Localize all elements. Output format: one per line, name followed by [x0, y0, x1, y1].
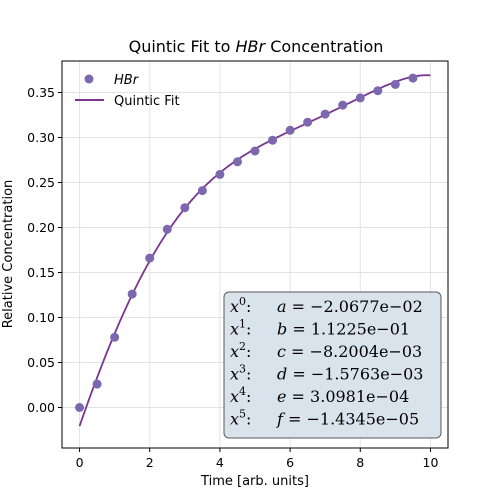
x-tick-label-1: 2	[146, 455, 154, 470]
y-tick-label-7: 0.35	[27, 85, 55, 100]
coefficient-box: x0: a = −2.0677e−02 x1: b = 1.1225e−01 x2: c …	[223, 291, 442, 439]
x-tick-label-5: 10	[423, 455, 439, 470]
grid	[62, 61, 448, 448]
coef-power-5: x5:	[230, 408, 251, 429]
coef-value-0: a = −2.0677e−02	[277, 297, 423, 316]
coef-power-3: x3:	[230, 363, 251, 384]
chart-title: Quintic Fit to HBr Concentration	[129, 37, 384, 56]
data-point-4	[145, 253, 155, 263]
data-point-10	[250, 146, 260, 156]
data-point-5	[162, 224, 172, 234]
title-suffix: Concentration	[265, 37, 383, 56]
data-point-7	[197, 186, 207, 196]
coef-value-2: c = −8.2004e−03	[277, 342, 422, 361]
x-tick-label-3: 6	[286, 455, 294, 470]
y-tick-label-0: 0.00	[27, 400, 55, 415]
coef-power-1: x1:	[230, 318, 251, 339]
y-tick-label-6: 0.30	[27, 130, 55, 145]
data-point-15	[338, 100, 348, 110]
y-tick-label-5: 0.25	[27, 175, 55, 190]
data-point-1	[92, 379, 102, 389]
coefficient-rows: x0: a = −2.0677e−02 x1: b = 1.1225e−01 x2: c …	[230, 295, 423, 429]
legend-label-hbr: HBr	[114, 73, 140, 88]
coef-power-0: x0:	[230, 295, 251, 316]
data-point-19	[408, 73, 418, 83]
x-tick-label-4: 8	[356, 455, 364, 470]
x-tick-label-0: 0	[76, 455, 84, 470]
y-tick-label-2: 0.10	[27, 310, 55, 325]
coef-value-4: e = 3.0981e−04	[277, 387, 409, 406]
data-point-16	[355, 93, 365, 103]
x-tick-label-2: 4	[216, 455, 224, 470]
title-prefix: Quintic Fit to	[129, 37, 236, 56]
x-axis: 0 2 4 6 8 10	[76, 448, 439, 470]
coef-value-1: b = 1.1225e−01	[277, 320, 410, 339]
y-axis: 0.00 0.05 0.10 0.15 0.20 0.25 0.30 0.35	[27, 85, 62, 415]
data-point-13	[303, 117, 313, 127]
y-axis-label: Relative Concentration	[1, 180, 16, 329]
data-point-3	[127, 289, 137, 299]
y-tick-label-4: 0.20	[27, 220, 55, 235]
legend-marker-hbr	[84, 74, 94, 84]
y-tick-label-1: 0.05	[27, 355, 55, 370]
coef-power-2: x2:	[230, 340, 251, 361]
plot-frame	[61, 60, 449, 449]
data-point-11	[268, 135, 278, 145]
data-point-9	[232, 157, 242, 167]
data-point-17	[373, 86, 383, 96]
data-point-2	[110, 332, 120, 342]
data-point-18	[390, 79, 400, 89]
title-species: HBr	[236, 37, 267, 56]
data-point-14	[320, 109, 330, 119]
data-point-8	[215, 169, 225, 179]
data-point-0	[75, 403, 85, 412]
coef-power-4: x4:	[230, 385, 251, 406]
data-point-12	[285, 125, 295, 135]
coef-value-5: f = −1.4345e−05	[276, 410, 419, 429]
coefficient-box-background	[223, 291, 442, 439]
x-axis-label: Time [arb. units]	[200, 474, 309, 489]
data-point-6	[180, 203, 190, 213]
legend: HBr Quintic Fit	[75, 73, 180, 109]
scatter-points-layer	[75, 73, 418, 412]
coef-value-3: d = −1.5763e−03	[277, 365, 423, 384]
legend-label-fit: Quintic Fit	[114, 94, 180, 109]
y-tick-label-3: 0.15	[27, 265, 55, 280]
